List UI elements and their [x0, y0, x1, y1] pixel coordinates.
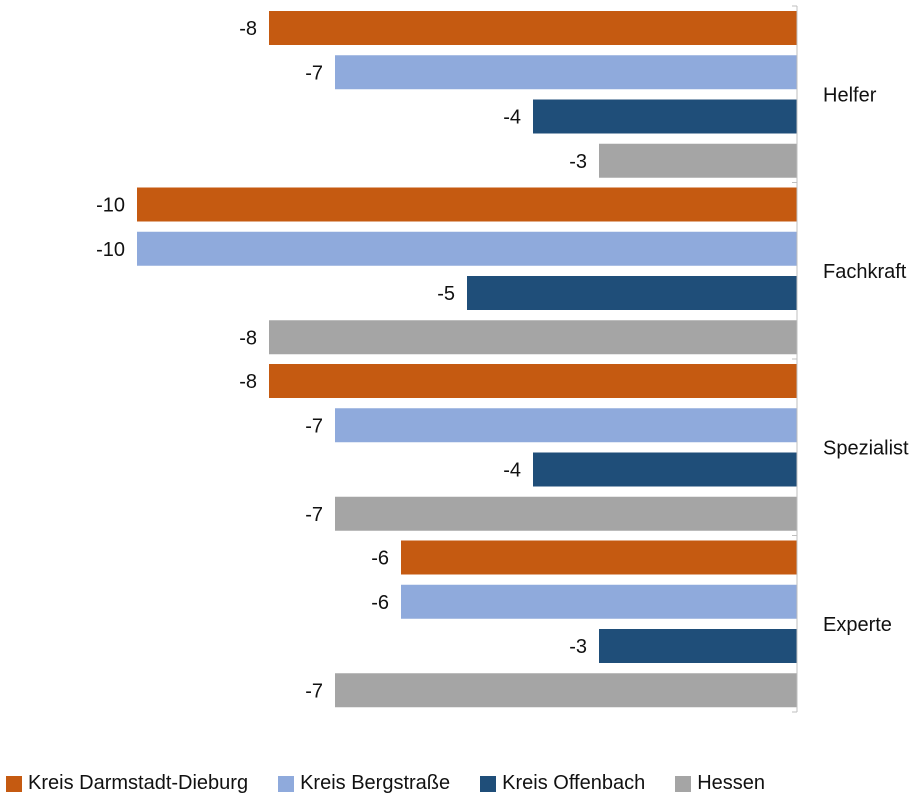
bar-3-2: [599, 629, 797, 663]
legend-label-3: Hessen: [697, 772, 765, 794]
data-label-3-1: -6: [371, 592, 389, 614]
bar-0-0: [269, 11, 797, 45]
legend-swatch-3: [675, 775, 692, 792]
data-label-0-2: -4: [503, 107, 521, 129]
bars-group: [137, 11, 797, 708]
legend-swatch-0: [6, 775, 22, 792]
category-label-3: Experte: [823, 614, 892, 636]
data-label-3-2: -3: [569, 636, 587, 658]
legend: Kreis Darmstadt-Dieburg Kreis Bergstraße K…: [6, 772, 795, 795]
legend-item-3: Hessen: [675, 772, 765, 795]
bar-3-3: [335, 673, 797, 708]
data-label-2-2: -4: [503, 460, 521, 482]
bar-3-1: [401, 584, 797, 619]
legend-label-0: Kreis Darmstadt-Dieburg: [28, 772, 249, 794]
data-label-3-3: -7: [305, 680, 323, 702]
bar-1-1: [137, 231, 797, 266]
category-label-2: Spezialist: [823, 437, 909, 459]
bar-1-2: [467, 276, 797, 310]
legend-swatch-1: [278, 775, 295, 792]
bar-3-0: [401, 540, 797, 575]
category-label-1: Fachkraft: [823, 261, 907, 283]
bar-1-3: [269, 320, 797, 355]
data-label-0-1: -7: [305, 62, 323, 84]
data-label-1-1: -10: [96, 239, 125, 261]
data-label-2-1: -7: [305, 415, 323, 437]
data-label-2-3: -7: [305, 504, 323, 526]
legend-item-1: Kreis Bergstraße: [278, 772, 450, 795]
category-label-0: Helfer: [823, 84, 877, 106]
bar-1-0: [137, 187, 797, 222]
data-label-0-0: -8: [239, 18, 257, 40]
bar-0-1: [335, 55, 797, 90]
legend-label-1: Kreis Bergstraße: [300, 772, 451, 794]
bar-2-1: [335, 408, 797, 443]
data-label-0-3: -3: [569, 151, 587, 173]
data-label-1-3: -8: [239, 327, 257, 349]
bar-2-0: [269, 364, 797, 398]
legend-item-0: Kreis Darmstadt-Dieburg: [6, 772, 248, 795]
legend-swatch-2: [480, 775, 497, 792]
bar-0-3: [599, 143, 797, 178]
data-label-3-0: -6: [371, 548, 389, 570]
data-label-1-0: -10: [96, 195, 125, 217]
data-label-2-0: -8: [239, 371, 257, 393]
bar-chart: -8 -7 -4 -3 Helfer -10 -10 -5 -8 Fachkraft -8 -7 -4 -…: [96, 5, 909, 713]
legend-item-2: Kreis Offenbach: [480, 772, 645, 795]
data-label-1-2: -5: [437, 283, 455, 305]
bar-0-2: [533, 99, 797, 134]
bar-2-3: [335, 496, 797, 531]
bar-2-2: [533, 452, 797, 487]
labels-group: -8 -7 -4 -3 Helfer -10 -10 -5 -8 Fachkraft -8 -7 -4 -…: [96, 18, 909, 702]
legend-label-2: Kreis Offenbach: [502, 772, 646, 794]
category-axis: [792, 5, 798, 713]
